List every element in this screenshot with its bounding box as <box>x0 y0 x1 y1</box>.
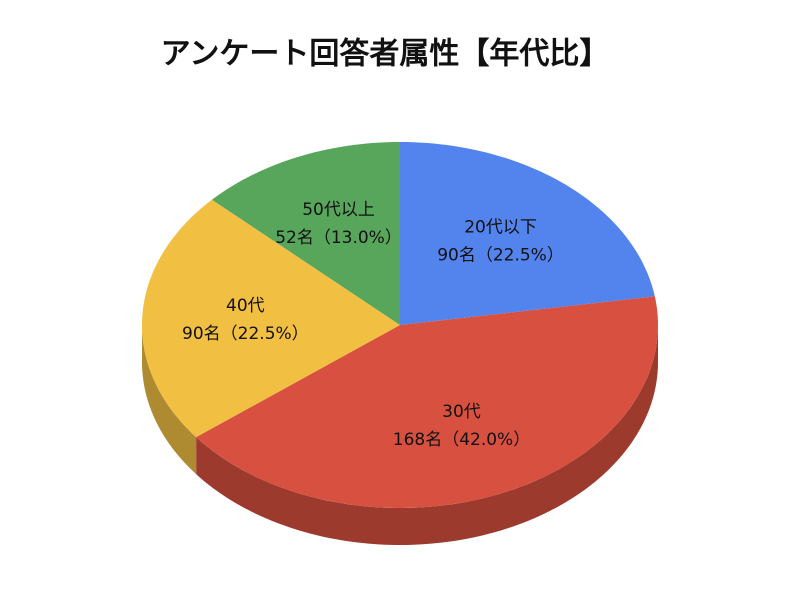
slice-category-label: 40代 <box>226 296 265 316</box>
slice <box>142 199 400 438</box>
chart-title: アンケート回答者属性【年代比】 <box>161 37 610 72</box>
slice <box>400 142 655 325</box>
slice-category-label: 50代以上 <box>302 200 375 220</box>
slice <box>196 296 658 508</box>
slice-category-label: 30代 <box>442 402 481 422</box>
slice-category-label: 20代以下 <box>464 218 537 238</box>
slice-side <box>142 325 197 475</box>
slice-value-label: 52名（13.0%） <box>275 228 402 248</box>
pie-sides <box>142 325 658 545</box>
slice-value-label: 90名（22.5%） <box>182 324 309 344</box>
slice <box>211 142 400 325</box>
pie-labels: 20代以下 90名（22.5%） 30代 168名（42.0%） 40代 90名（22.5… <box>182 200 564 450</box>
slice-side <box>196 325 658 545</box>
slice-value-label: 168名（42.0%） <box>393 430 530 450</box>
pie-tops <box>142 142 658 508</box>
slice-value-label: 90名（22.5%） <box>437 246 564 266</box>
